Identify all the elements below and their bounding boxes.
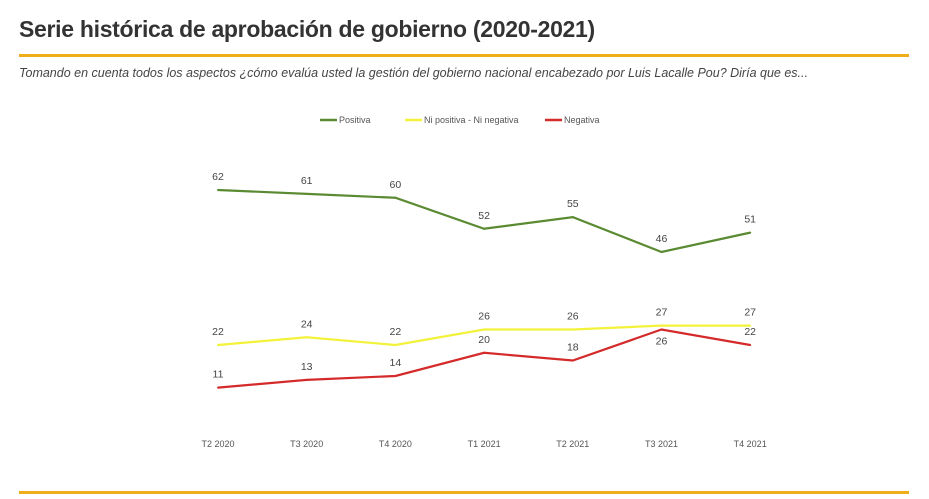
data-label: 61 <box>301 175 313 187</box>
data-label: 24 <box>301 318 313 330</box>
data-label: 26 <box>656 336 668 348</box>
legend-label: Ni positiva - Ni negativa <box>424 115 519 125</box>
data-point <box>305 378 308 381</box>
data-point <box>394 196 397 199</box>
legend-label: Positiva <box>339 115 371 125</box>
data-label: 51 <box>744 214 756 226</box>
data-point <box>305 336 308 339</box>
legend-label: Negativa <box>564 115 600 125</box>
data-label: 13 <box>301 361 313 373</box>
x-tick-label: T1 2021 <box>468 439 501 449</box>
data-label: 26 <box>567 311 579 323</box>
data-point <box>660 251 663 253</box>
data-label: 27 <box>656 307 668 319</box>
data-label: 55 <box>567 198 579 210</box>
x-tick-label: T4 2020 <box>379 439 412 449</box>
data-label: 20 <box>478 334 490 346</box>
data-label: 26 <box>478 311 490 323</box>
data-label: 22 <box>212 326 224 338</box>
data-point <box>483 227 486 230</box>
data-point <box>217 386 219 389</box>
data-point <box>394 344 397 346</box>
data-point <box>749 344 752 346</box>
data-point <box>305 192 308 195</box>
x-tick-label: T2 2021 <box>556 439 589 449</box>
data-label: 11 <box>213 369 224 381</box>
x-tick-label: T3 2020 <box>290 439 323 449</box>
data-point <box>483 328 486 331</box>
data-label: 22 <box>744 326 756 338</box>
data-point <box>660 324 663 327</box>
data-label: 52 <box>478 210 490 222</box>
data-point <box>749 324 752 327</box>
title-divider <box>19 54 909 57</box>
data-label: 27 <box>744 307 756 319</box>
data-label: 46 <box>656 233 668 245</box>
bottom-divider <box>19 491 909 494</box>
data-point <box>571 216 574 219</box>
chart-subtitle: Tomando en cuenta todos los aspectos ¿có… <box>19 66 808 80</box>
x-tick-label: T3 2021 <box>645 439 678 449</box>
data-label: 18 <box>567 342 579 354</box>
data-label: 22 <box>390 326 402 338</box>
x-tick-label: T4 2021 <box>734 439 767 449</box>
x-tick-label: T2 2020 <box>201 439 234 449</box>
data-point <box>217 344 219 346</box>
data-label: 14 <box>390 357 402 369</box>
data-point <box>217 189 219 191</box>
data-point <box>571 328 574 331</box>
data-point <box>660 328 663 331</box>
data-label: 62 <box>212 171 224 183</box>
data-point <box>394 375 397 377</box>
chart-title: Serie histórica de aprobación de gobiern… <box>19 16 595 42</box>
data-point <box>571 359 574 362</box>
data-point <box>749 231 752 234</box>
data-point <box>483 351 486 354</box>
data-label: 60 <box>390 179 402 191</box>
